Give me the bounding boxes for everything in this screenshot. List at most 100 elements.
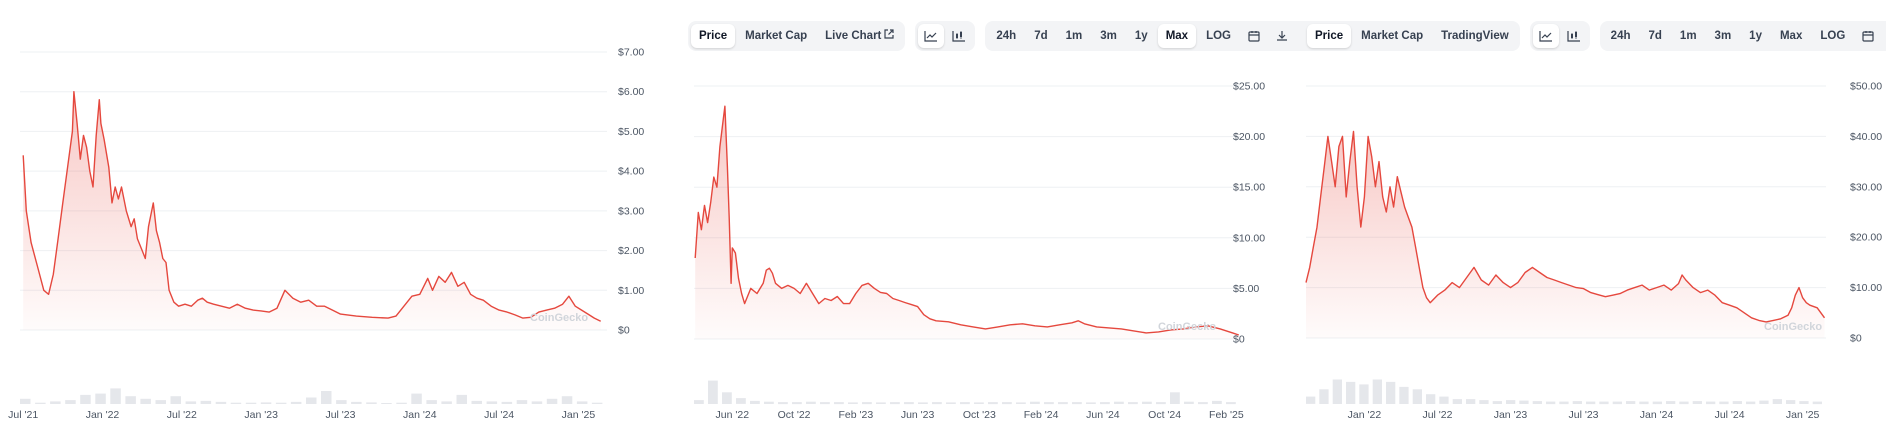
volume-bar [1559,401,1569,405]
range-7d[interactable]: 7d [1034,30,1048,42]
volume-bar [1030,401,1040,404]
range-7d[interactable]: 7d [1648,30,1662,42]
y-tick-label: $6.00 [618,86,644,98]
volume-bar [110,388,121,404]
volume-bar [1184,401,1194,404]
volume-bar [1128,402,1138,405]
volume-bar [260,402,272,404]
volume-bar [1599,401,1609,405]
candlestick-chart-icon[interactable] [946,24,972,48]
volume-bar [778,402,788,405]
volume-bar [1759,400,1769,404]
volume-bar [1319,389,1329,404]
x-tick-label: Jul '24 [1715,409,1745,421]
range-1y[interactable]: 1y [1749,30,1762,42]
y-tick-label: $0 [1233,334,1245,346]
volume-bar [974,402,984,404]
volume-bar [336,400,347,404]
volume-bar [1639,401,1649,405]
log-scale-toggle[interactable]: LOG [1820,30,1846,42]
volume-bar [946,402,956,404]
range-max[interactable]: Max [1779,30,1803,42]
y-tick-label: $30.00 [1850,181,1882,193]
line-chart-icon[interactable] [918,24,945,48]
chart-panel-1: $7.00 $6.00 $5.00 $4.00 $3.00 $2.00 $1.00 $0 Jul… [0,0,644,444]
volume-bar [351,401,362,404]
x-tick-label: Jan '22 [86,409,120,421]
volume-bar [125,396,136,404]
coingecko-watermark: CoinGecko [1158,321,1216,333]
volume-bar [1226,402,1236,405]
x-tick-label: Feb '24 [1024,409,1059,421]
price-line[interactable] [22,91,602,322]
price-line[interactable] [1305,130,1826,323]
volume-bar [1212,400,1222,404]
log-scale-toggle[interactable]: LOG [1206,30,1231,42]
line-chart-icon[interactable] [1532,24,1559,48]
volume-bar [1586,401,1596,405]
volume-bar [290,401,302,404]
volume-bar [275,402,287,404]
y-tick-label: $25.00 [1233,81,1265,93]
y-tick-label: $0 [1850,333,1862,345]
range-24h[interactable]: 24h [1610,30,1631,42]
calendar-icon[interactable] [1855,24,1881,48]
x-tick-label: Jun '23 [901,409,935,421]
tab-tradingview[interactable]: TradingView [1441,30,1509,42]
volume-bar [1746,401,1756,405]
volume-bar [230,402,242,404]
tab-price[interactable]: Price [1307,24,1352,48]
x-tick-label: Feb '23 [838,409,873,421]
volume-bar [1170,392,1180,404]
volume-bar [1706,401,1716,405]
volume-bar [1114,401,1124,404]
y-tick-label: $4.00 [618,166,644,178]
x-tick-label: Oct '24 [1148,409,1181,421]
download-icon[interactable] [1269,24,1295,48]
calendar-icon[interactable] [1241,24,1267,48]
volume-bar [1652,401,1662,405]
tab-market-cap[interactable]: Market Cap [1361,30,1424,42]
tab-live-chart[interactable]: Live Chart [817,24,902,48]
volume-bar [576,401,588,404]
range-1m[interactable]: 1m [1679,30,1697,42]
volume-bar [736,398,746,404]
tab-market-cap[interactable]: Market Cap [745,30,808,42]
volume-bar [95,393,106,404]
x-tick-label: Jan '24 [1640,409,1674,421]
range-1y[interactable]: 1y [1134,30,1148,42]
range-3m[interactable]: 3m [1714,30,1732,42]
volume-bar [1492,401,1502,404]
volume-bar [1386,381,1396,404]
coingecko-watermark: CoinGecko [530,312,588,324]
x-tick-label: Jun '22 [716,409,750,421]
volume-bar [1346,381,1356,404]
y-tick-label: $5.00 [1233,283,1259,295]
range-max[interactable]: Max [1157,24,1197,48]
chart-type-toggle-3 [1529,21,1590,51]
x-tick-label: Jan '22 [1348,409,1382,421]
volume-bar [1799,401,1809,404]
price-line[interactable] [694,105,1240,336]
volume-bar [1546,401,1556,405]
range-selector-3: 24h 7d 1m 3m 1y Max LOG [1599,21,1886,51]
tab-price[interactable]: Price [691,24,736,48]
volume-bar [591,402,603,404]
range-1m[interactable]: 1m [1065,30,1083,42]
volume-bar [764,401,774,404]
volume-bar [1399,386,1409,404]
volume-bar [1679,401,1689,405]
volume-bar [381,403,392,404]
chart-toolbar-3: Price Market Cap TradingView 24h 7d 1m 3… [1304,21,1886,51]
x-tick-label: Oct '22 [778,409,811,421]
volume-bar [1332,379,1342,404]
candlestick-chart-icon[interactable] [1561,24,1587,48]
volume-bar [1142,401,1152,404]
chart-type-toggle-2 [915,21,976,51]
y-tick-label: $1.00 [618,285,644,297]
range-3m[interactable]: 3m [1100,30,1117,42]
volume-bar [1100,402,1110,405]
range-24h[interactable]: 24h [996,30,1017,42]
x-tick-label: Jul '22 [167,409,197,421]
volume-bar [561,396,573,404]
